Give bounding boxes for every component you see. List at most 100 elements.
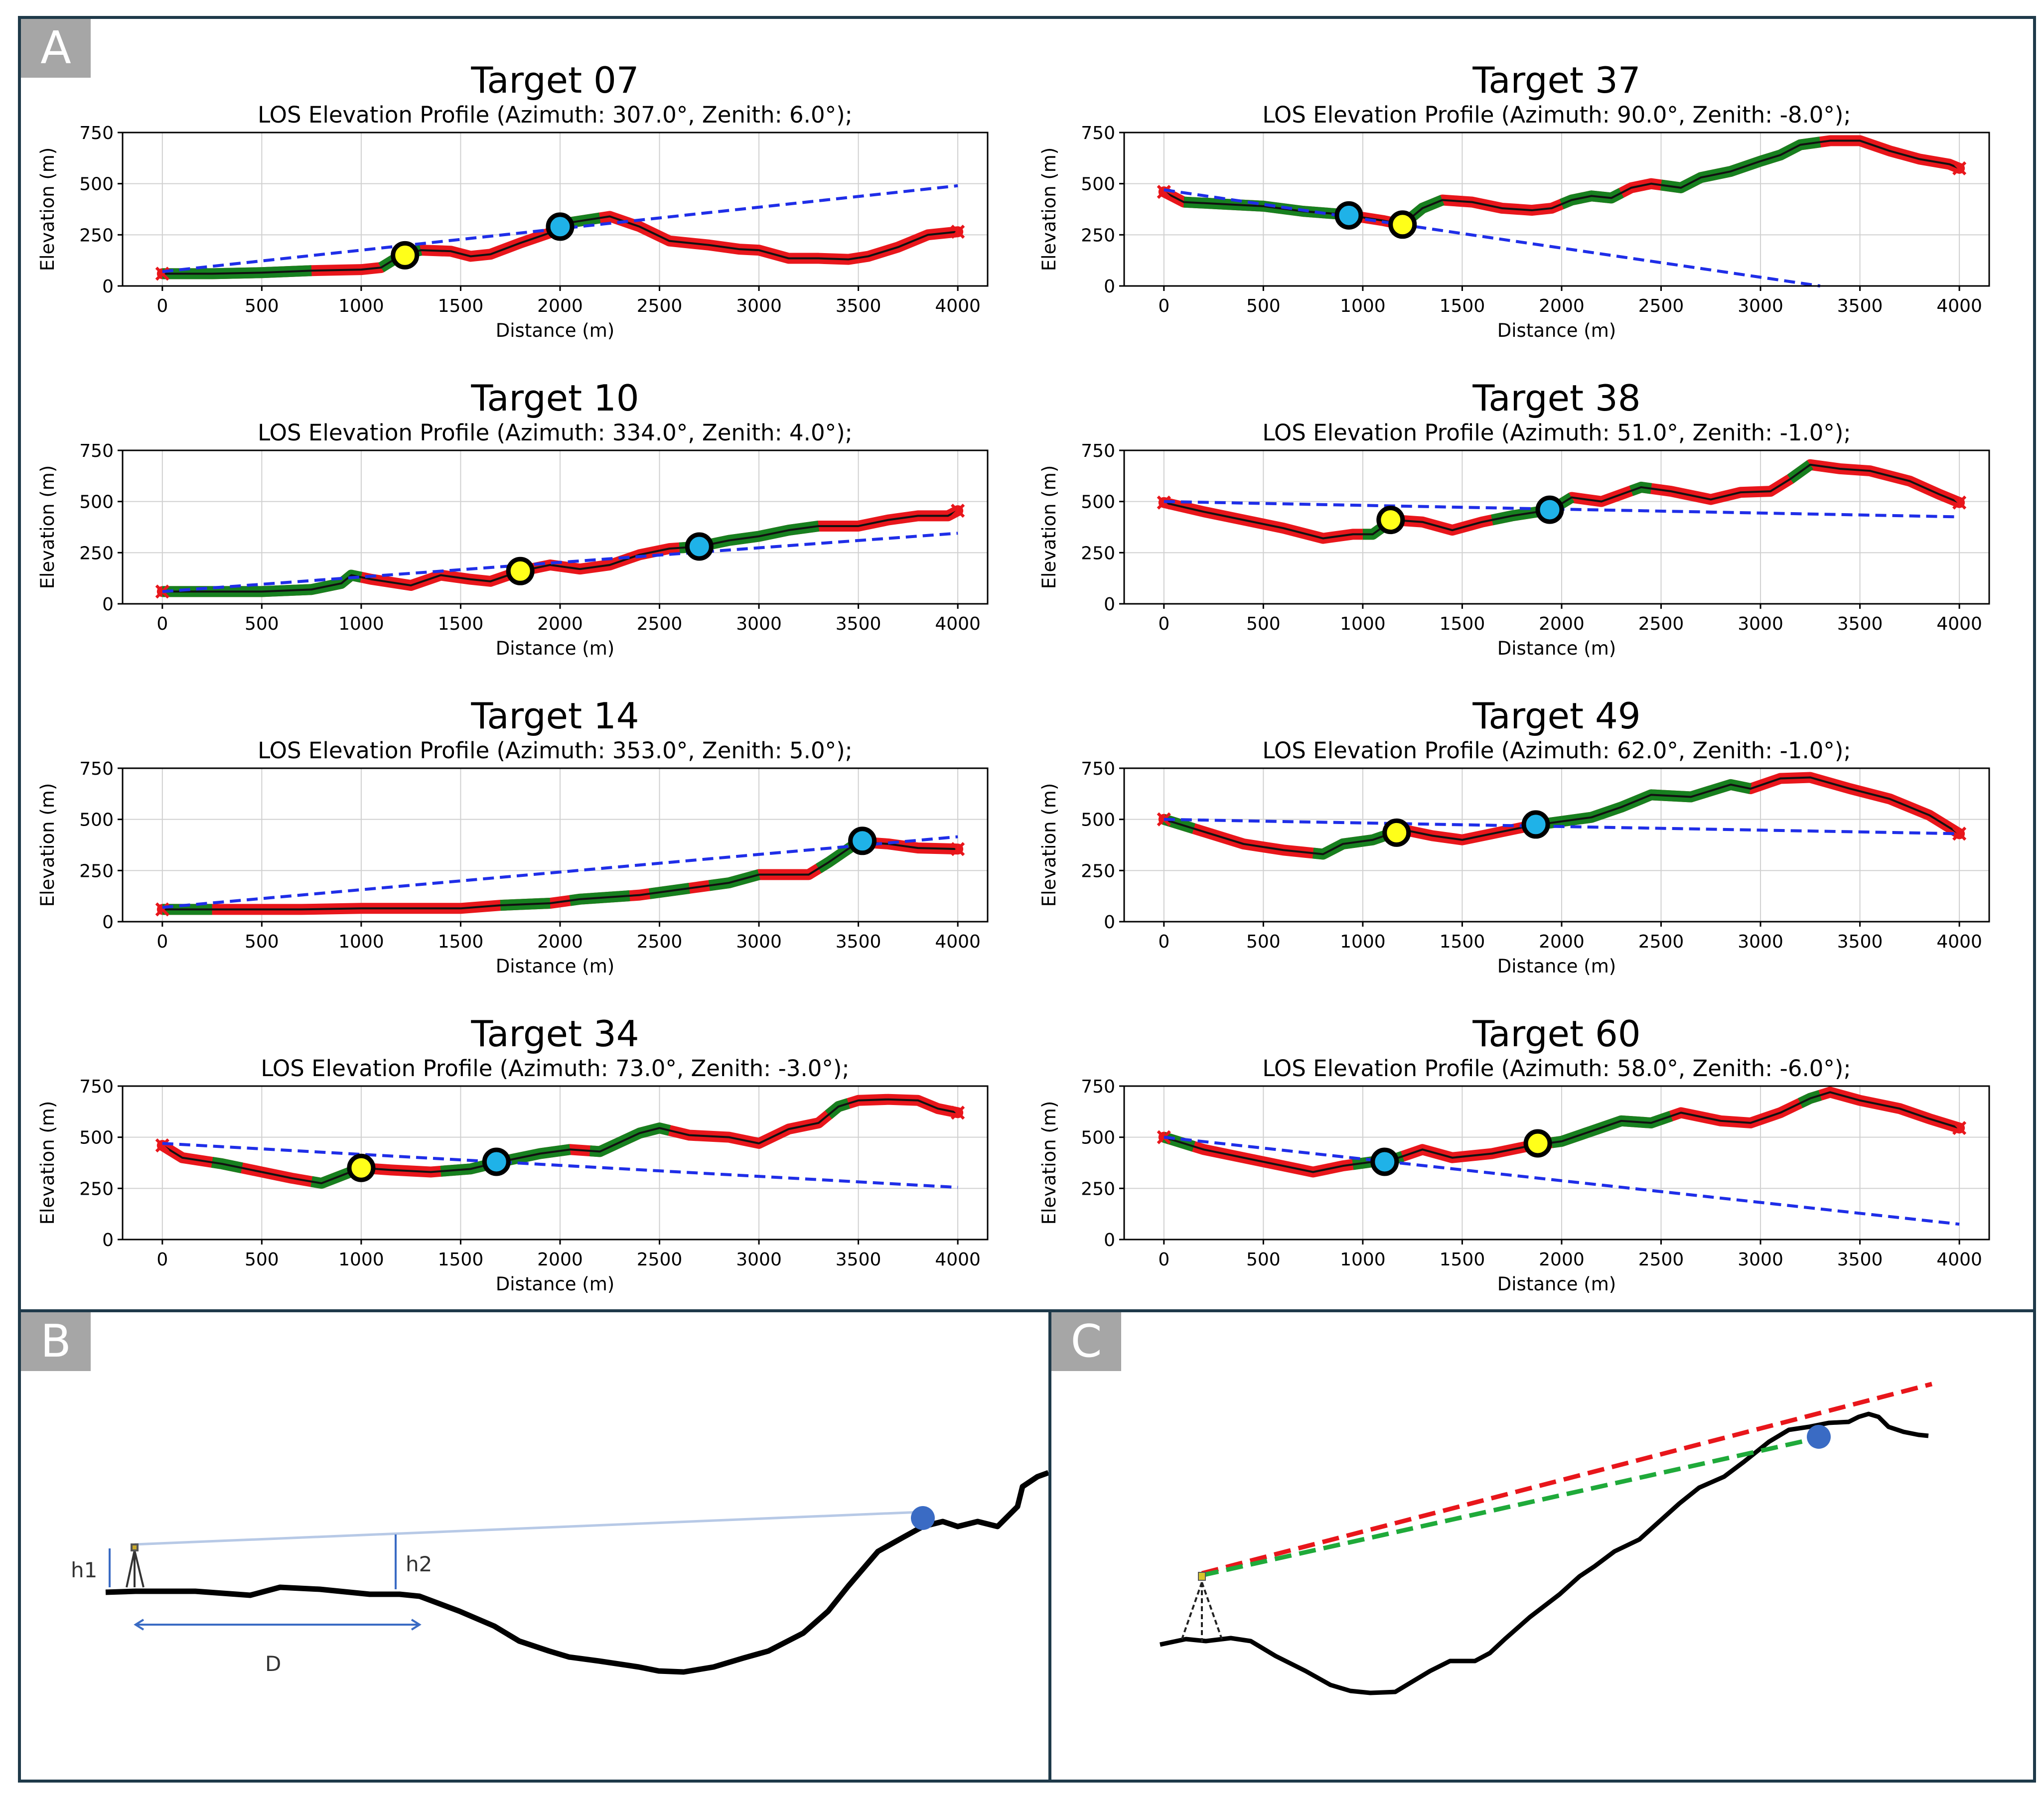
- x-tick-label: 2500: [1638, 932, 1684, 952]
- x-tick-label: 2500: [637, 1249, 683, 1270]
- chart-subtitle: LOS Elevation Profile (Azimuth: 353.0°, …: [258, 737, 853, 764]
- plot-frame: [1123, 767, 1990, 923]
- x-tick-label: 2000: [1539, 296, 1585, 316]
- x-tick-label: 0: [156, 1249, 168, 1270]
- x-tick-label: 0: [156, 614, 168, 634]
- y-axis-label: Elevation (m): [37, 783, 58, 907]
- x-tick-label: 3000: [736, 614, 782, 634]
- terrain-visible-segment: [589, 1122, 671, 1157]
- end-marker: [155, 1138, 169, 1153]
- x-tick-label: 0: [156, 932, 168, 952]
- x-tick-label: 3000: [1738, 932, 1783, 952]
- x-tick-label: 3000: [736, 1249, 782, 1270]
- x-tick-label: 0: [1158, 614, 1169, 634]
- x-tick-label: 4000: [1936, 614, 1982, 634]
- y-tick-label: 500: [79, 810, 114, 831]
- terrain-line: [161, 1098, 958, 1185]
- end-marker: [1952, 827, 1967, 841]
- end-marker: [1952, 1121, 1967, 1135]
- x-tick-label: 500: [245, 296, 279, 316]
- blue-point-marker: [1334, 201, 1363, 230]
- x-tick-label: 1500: [438, 614, 484, 634]
- los-line: [1164, 188, 1821, 287]
- x-tick-label: 0: [1158, 296, 1169, 316]
- blue-point-marker: [1370, 1147, 1399, 1176]
- y-tick-label: 0: [102, 594, 114, 615]
- yellow-point-marker: [1523, 1129, 1552, 1158]
- y-tick-label: 250: [1081, 543, 1115, 563]
- x-tick-label: 3500: [836, 296, 881, 316]
- end-marker: [951, 842, 965, 856]
- y-tick-label: 250: [1081, 225, 1115, 246]
- y-tick-label: 0: [1104, 277, 1115, 297]
- end-marker: [155, 902, 169, 917]
- end-marker: [951, 1106, 965, 1120]
- end-marker: [1157, 184, 1171, 199]
- terrain-profile: [105, 1470, 1048, 1675]
- panel-b-diagram: h1 h2 D: [71, 1470, 1048, 1676]
- panel-c-diagram: [1160, 1382, 1933, 1695]
- terrain-line: [1164, 463, 1960, 540]
- x-tick-label: 3000: [1738, 296, 1783, 316]
- x-axis-label: Distance (m): [496, 638, 614, 659]
- y-tick-label: 750: [1081, 1077, 1115, 1097]
- x-tick-label: 500: [1246, 932, 1281, 952]
- red-sight-line: [1201, 1382, 1933, 1576]
- x-tick-label: 2500: [637, 932, 683, 952]
- y-tick-label: 500: [79, 492, 114, 513]
- panel-c-label: C: [1051, 1312, 1121, 1371]
- x-tick-label: 2500: [1638, 614, 1684, 634]
- chart-title: Target 34: [470, 1013, 639, 1055]
- x-tick-label: 3500: [1837, 932, 1883, 952]
- x-tick-label: 4000: [935, 614, 981, 634]
- terrain-visible-segment: [1660, 137, 1821, 193]
- y-tick-label: 250: [79, 225, 114, 246]
- x-axis-label: Distance (m): [1497, 320, 1616, 341]
- x-tick-label: 1000: [338, 296, 384, 316]
- panel-c: C: [1048, 1309, 2036, 1783]
- x-axis-label: Distance (m): [496, 956, 614, 977]
- green-sight-line: [1201, 1435, 1819, 1578]
- plot-frame: [122, 767, 989, 923]
- yellow-point-marker: [1388, 210, 1417, 239]
- y-axis-label: Elevation (m): [1038, 147, 1060, 272]
- blue-point-marker: [685, 532, 714, 561]
- x-axis-label: Distance (m): [1497, 638, 1616, 659]
- x-tick-label: 2000: [537, 614, 583, 634]
- x-tick-label: 4000: [935, 1249, 981, 1270]
- y-tick-label: 500: [1081, 1128, 1115, 1148]
- y-axis-label: Elevation (m): [37, 1101, 58, 1225]
- x-axis-label: Distance (m): [496, 320, 614, 341]
- x-tick-label: 3500: [836, 932, 881, 952]
- x-tick-label: 2000: [1539, 1249, 1585, 1270]
- y-tick-label: 750: [79, 441, 114, 461]
- x-tick-label: 500: [245, 614, 279, 634]
- x-tick-label: 2000: [1539, 614, 1585, 634]
- y-axis-label: Elevation (m): [1038, 783, 1060, 907]
- y-tick-label: 750: [1081, 759, 1115, 779]
- x-tick-label: 2000: [537, 932, 583, 952]
- end-marker: [1952, 161, 1967, 175]
- h1-label: h1: [71, 1558, 97, 1582]
- tripod-icon: [126, 1543, 145, 1588]
- chart-title: Target 37: [1472, 59, 1640, 101]
- y-axis-label: Elevation (m): [37, 465, 58, 589]
- x-tick-label: 1000: [338, 932, 384, 952]
- terrain-line: [1164, 1091, 1960, 1173]
- y-tick-label: 250: [1081, 861, 1115, 881]
- yellow-point-marker: [347, 1153, 376, 1182]
- los-line: [162, 1141, 958, 1189]
- y-tick-label: 750: [79, 1077, 114, 1097]
- y-tick-label: 750: [1081, 123, 1115, 143]
- chart-subtitle: LOS Elevation Profile (Azimuth: 51.0°, Z…: [1262, 419, 1851, 446]
- y-tick-label: 0: [1104, 912, 1115, 933]
- target-marker: [911, 1506, 935, 1530]
- terrain-line: [162, 510, 959, 593]
- terrain-profile: [1160, 1411, 1929, 1695]
- chart-subtitle: LOS Elevation Profile (Azimuth: 334.0°, …: [258, 419, 853, 446]
- plot-frame: [122, 449, 989, 605]
- x-axis-label: Distance (m): [1497, 1273, 1616, 1295]
